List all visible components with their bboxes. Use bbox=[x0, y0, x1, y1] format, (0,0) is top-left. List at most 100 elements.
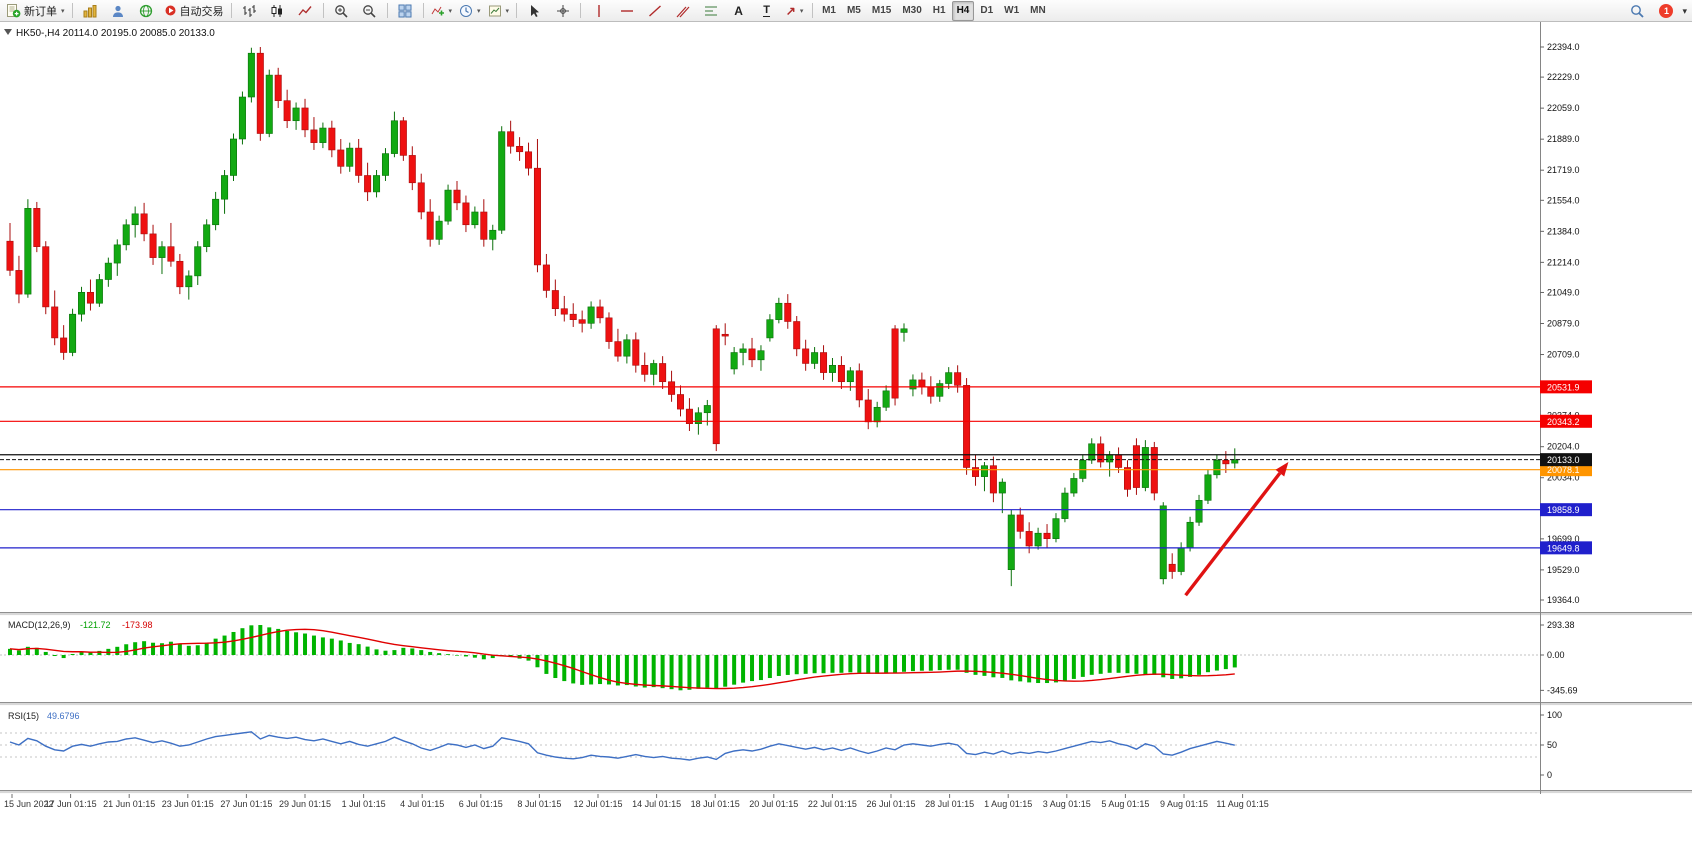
time-tick-label[interactable]: 12 Jul 01:15 bbox=[573, 799, 622, 809]
toolbar-overflow-caret-icon[interactable]: ▾ bbox=[1682, 5, 1687, 16]
trend-arrow-head[interactable] bbox=[1275, 462, 1289, 477]
candle-body bbox=[998, 481, 1006, 494]
indicators-button[interactable]: ▾ bbox=[428, 0, 456, 22]
label-button[interactable]: T bbox=[753, 0, 780, 22]
timeframe-m15[interactable]: M15 bbox=[871, 5, 892, 16]
candle-body bbox=[533, 167, 541, 266]
time-tick-label[interactable]: 20 Jul 01:15 bbox=[749, 799, 798, 809]
time-tick-label[interactable]: 22 Jul 01:15 bbox=[808, 799, 857, 809]
candle-body bbox=[283, 100, 291, 122]
autotrading-button[interactable]: 自动交易 bbox=[161, 0, 227, 22]
candle-body bbox=[605, 317, 613, 342]
profiles-button[interactable] bbox=[105, 0, 132, 22]
trend-arrow-annotation[interactable] bbox=[1184, 472, 1282, 597]
candle-body bbox=[918, 379, 926, 388]
time-tick-label[interactable]: 26 Jul 01:15 bbox=[866, 799, 915, 809]
timeframe-m1[interactable]: M1 bbox=[822, 5, 836, 16]
periods-button[interactable]: ▾ bbox=[456, 0, 484, 22]
candle-body bbox=[721, 333, 729, 337]
crosshair-button[interactable] bbox=[549, 0, 576, 22]
candle-body bbox=[69, 313, 77, 353]
timeframe-h4[interactable]: H4 bbox=[951, 0, 975, 21]
price-tick-label: 21719.0 bbox=[1547, 165, 1580, 175]
channel-button[interactable] bbox=[669, 0, 696, 22]
zoom-out-icon bbox=[362, 4, 376, 18]
time-tick-label[interactable]: 9 Aug 01:15 bbox=[1160, 799, 1208, 809]
candle-body bbox=[1168, 563, 1176, 572]
time-tick-label[interactable]: 15 Jun 2022 bbox=[4, 799, 54, 809]
price-tick-label: 21384.0 bbox=[1547, 226, 1580, 236]
candles-view-button[interactable] bbox=[264, 0, 291, 22]
timeframe-m5[interactable]: M5 bbox=[846, 5, 861, 16]
notification-badge[interactable]: 1 bbox=[1659, 4, 1674, 18]
candle-body bbox=[730, 352, 738, 370]
toolbar-separator bbox=[812, 3, 814, 18]
candle-body bbox=[864, 399, 872, 423]
line-view-button[interactable] bbox=[292, 0, 319, 22]
timeframe-m30[interactable]: M30 bbox=[902, 5, 922, 16]
candle-body bbox=[1070, 478, 1078, 494]
time-tick-label[interactable]: 23 Jun 01:15 bbox=[162, 799, 214, 809]
candle-body bbox=[498, 131, 506, 231]
price-badge-label: 19858.9 bbox=[1547, 505, 1580, 515]
search-button[interactable] bbox=[1623, 0, 1650, 22]
zoom-out-button[interactable] bbox=[356, 0, 383, 22]
label-icon: T bbox=[763, 3, 770, 17]
chart-collapse-icon[interactable] bbox=[4, 29, 12, 35]
time-tick-label[interactable]: 3 Aug 01:15 bbox=[1043, 799, 1091, 809]
arrows-button[interactable]: ↗ ▾ bbox=[781, 0, 808, 22]
candle-body bbox=[301, 107, 309, 131]
time-tick-label[interactable]: 14 Jul 01:15 bbox=[632, 799, 681, 809]
time-tick-label[interactable]: 8 Jul 01:15 bbox=[517, 799, 561, 809]
bars-view-button[interactable] bbox=[236, 0, 263, 22]
horizontal-line-button[interactable] bbox=[613, 0, 640, 22]
text-button[interactable]: A bbox=[725, 0, 752, 22]
time-tick-label[interactable]: 18 Jul 01:15 bbox=[691, 799, 740, 809]
candle-body bbox=[811, 352, 819, 364]
profile-icon bbox=[111, 4, 125, 18]
time-tick-label[interactable]: 6 Jul 01:15 bbox=[459, 799, 503, 809]
new-order-button[interactable]: 新订单 ▾ bbox=[3, 0, 68, 22]
fibonacci-button[interactable] bbox=[697, 0, 724, 22]
price-badge bbox=[1540, 453, 1592, 467]
cursor-button[interactable] bbox=[521, 0, 548, 22]
timeframe-w1[interactable]: W1 bbox=[1004, 5, 1020, 16]
vertical-line-button[interactable] bbox=[585, 0, 612, 22]
candle-body bbox=[1088, 443, 1096, 461]
web-terminal-button[interactable] bbox=[133, 0, 160, 22]
time-tick-label[interactable]: 1 Jul 01:15 bbox=[342, 799, 386, 809]
timeframe-mn[interactable]: MN bbox=[1030, 5, 1046, 16]
time-tick-label[interactable]: 1 Aug 01:15 bbox=[984, 799, 1032, 809]
rsi-label: RSI(15) bbox=[8, 711, 39, 721]
time-tick-label[interactable]: 4 Jul 01:15 bbox=[400, 799, 444, 809]
time-tick-label[interactable]: 11 Aug 01:15 bbox=[1216, 799, 1268, 809]
candle-body bbox=[1124, 467, 1132, 490]
time-tick-label[interactable]: 5 Aug 01:15 bbox=[1101, 799, 1149, 809]
candle-body bbox=[355, 147, 363, 176]
candle-body bbox=[95, 279, 103, 304]
timeframe-h1[interactable]: H1 bbox=[932, 5, 946, 16]
price-badge bbox=[1540, 503, 1592, 517]
caret-down-icon: ▾ bbox=[505, 7, 510, 15]
candle-body bbox=[60, 337, 68, 353]
time-tick-label[interactable]: 29 Jun 01:15 bbox=[279, 799, 331, 809]
price-badge-label: 20531.9 bbox=[1547, 382, 1580, 392]
time-tick-label[interactable]: 28 Jul 01:15 bbox=[925, 799, 974, 809]
tile-windows-button[interactable] bbox=[392, 0, 419, 22]
candle-body bbox=[1141, 447, 1149, 488]
candle-body bbox=[33, 208, 41, 247]
time-tick-label[interactable]: 27 Jun 01:15 bbox=[220, 799, 272, 809]
zoom-in-button[interactable] bbox=[328, 0, 355, 22]
candle-body bbox=[399, 120, 407, 156]
candle-body bbox=[1213, 459, 1221, 476]
time-tick-label[interactable]: 21 Jun 01:15 bbox=[103, 799, 155, 809]
candle-body bbox=[337, 149, 345, 167]
charts-button[interactable] bbox=[77, 0, 104, 22]
time-tick-label[interactable]: 17 Jun 01:15 bbox=[45, 799, 97, 809]
trendline-button[interactable] bbox=[641, 0, 668, 22]
templates-button[interactable]: ▾ bbox=[485, 0, 513, 22]
globe-icon bbox=[139, 4, 153, 18]
timeframe-d1[interactable]: D1 bbox=[980, 5, 994, 16]
candle-body bbox=[104, 262, 112, 280]
